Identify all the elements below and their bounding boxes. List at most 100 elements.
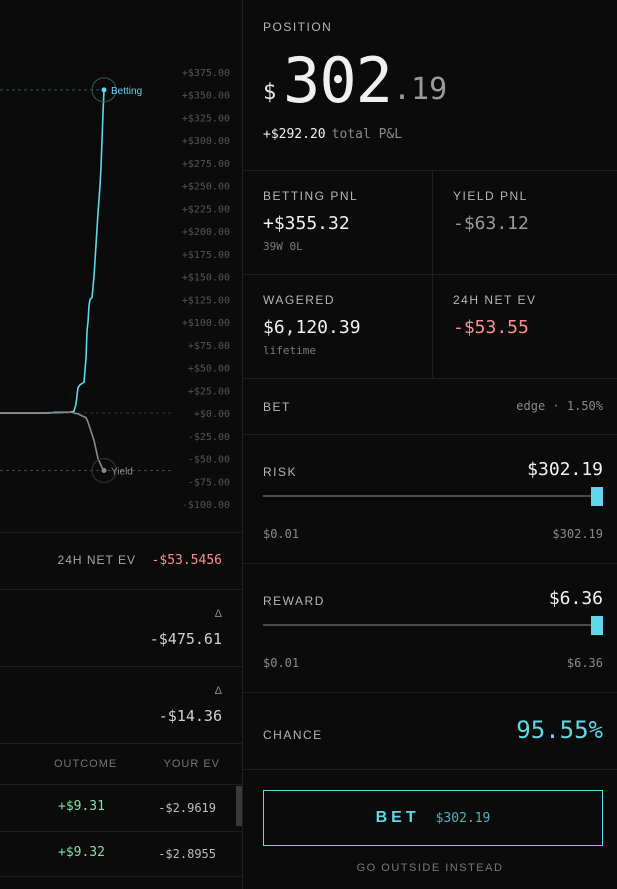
separator [0,784,242,785]
yield-pnl-value: -$63.12 [453,213,529,234]
reward-slider-fill [263,624,603,626]
row-ev: -$2.8955 [158,847,216,861]
table-row[interactable]: +$9.31 -$2.9619 [0,785,242,831]
delta-icon: Δ [214,685,222,697]
separator [243,769,617,770]
reward-min: $0.01 [263,656,300,670]
y-tick-label: +$125.00 [182,295,230,306]
risk-label: RISK [263,465,298,479]
separator [0,589,242,590]
betting-series-line [0,89,105,414]
y-tick-label: -$50.00 [188,455,230,466]
y-tick-label: +$150.00 [182,273,230,284]
bet-label: BET [263,400,291,414]
y-tick-label: +$300.00 [182,136,230,147]
risk-slider-handle[interactable] [591,487,603,506]
bet-button-label: BET [375,809,420,826]
separator [432,171,433,378]
table-scrollbar[interactable] [236,786,242,826]
pnl-chart: +$375.00 +$350.00 +$325.00 +$300.00 +$275.00… [0,68,230,511]
separator [0,666,242,667]
reward-label: REWARD [263,594,325,608]
reward-slider[interactable] [263,624,603,626]
separator [243,274,617,275]
yield-end-ring [91,457,117,483]
betting-end-ring [91,77,117,103]
column-your-ev: YOUR EV [163,758,220,770]
wagered-cell: WAGERED $6,120.39 lifetime [263,293,361,357]
position-label: POSITION [263,20,333,34]
betting-pnl-label: BETTING PNL [263,189,359,203]
y-tick-label: +$25.00 [188,386,230,397]
total-pnl: +$292.20 total P&L [263,127,402,142]
right-panel: POSITION $ 302 .19 +$292.20 total P&L BET… [243,0,617,889]
separator [0,532,242,533]
net-ev-cell: 24H NET EV -$53.55 [453,293,536,338]
row-outcome: +$9.32 [58,845,105,860]
reward-slider-handle[interactable] [591,616,603,635]
risk-max: $302.19 [552,527,603,541]
risk-slider[interactable] [263,495,603,497]
go-outside-link[interactable]: GO OUTSIDE INSTEAD [356,862,504,874]
net-ev-label: 24H NET EV [57,553,136,567]
bet-button[interactable]: BET $302.19 [263,790,603,846]
reward-value: $6.36 [548,588,603,609]
net-ev-label: 24H NET EV [453,293,537,307]
column-outcome: OUTCOME [54,758,118,770]
chance-label: CHANCE [263,728,323,742]
yield-pnl-cell: YIELD PNL -$63.12 [453,189,529,234]
risk-value: $302.19 [527,459,603,480]
edge-value: edge · 1.50% [516,399,603,413]
y-tick-label: -$25.00 [188,432,230,443]
y-tick-label: +$0.00 [194,409,230,420]
wagered-sub: lifetime [263,344,316,357]
separator [243,434,617,435]
risk-min: $0.01 [263,527,300,541]
delta-box-1: Δ -$475.61 [0,590,242,666]
panel-divider [242,0,243,889]
yield-series-label: Yield [111,466,133,477]
table-header: OUTCOME YOUR EV [0,744,242,784]
betting-pnl-cell: BETTING PNL +$355.32 39W 0L [263,189,358,253]
position-currency: $ [263,80,277,105]
separator [243,378,617,379]
betting-end-point [101,87,107,93]
separator [0,831,242,832]
separator [0,876,242,877]
yield-series-line [0,411,105,471]
risk-block: RISK $302.19 $0.01 $302.19 [243,435,617,563]
row-ev: -$2.9619 [158,801,216,815]
table-row[interactable]: +$9.32 -$2.8955 [0,831,242,877]
y-tick-label: +$225.00 [182,204,230,215]
betting-pnl-record: 39W 0L [263,240,303,253]
wagered-label: WAGERED [263,293,336,307]
separator [243,170,617,171]
betting-pnl-value: +$355.32 [263,213,350,234]
y-tick-label: +$250.00 [182,182,230,193]
y-tick-label: +$175.00 [182,250,230,261]
delta-value-2: -$14.36 [158,707,222,725]
yield-pnl-label: YIELD PNL [453,189,528,203]
net-ev-row: 24H NET EV -$53.5456 [0,533,242,589]
separator [243,563,617,564]
total-pnl-label: total P&L [331,127,403,142]
bet-button-amount: $302.19 [435,810,491,826]
y-tick-label: +$375.00 [182,68,230,79]
total-pnl-value: +$292.20 [263,127,326,142]
delta-icon: Δ [214,608,222,620]
reward-block: REWARD $6.36 $0.01 $6.36 [243,564,617,692]
y-tick-label: -$100.00 [182,500,230,511]
delta-value-1: -$475.61 [149,630,222,648]
separator [0,743,242,744]
position-integer: 302 [283,44,393,117]
reward-max: $6.36 [566,656,603,670]
position-decimal: .19 [393,72,448,107]
y-tick-label: +$350.00 [182,91,230,102]
net-ev-value: -$53.55 [453,317,529,338]
wagered-value: $6,120.39 [263,317,361,338]
delta-box-2: Δ -$14.36 [0,667,242,743]
separator [243,692,617,693]
y-tick-label: +$200.00 [182,227,230,238]
yield-end-point [101,467,107,473]
y-tick-label: +$275.00 [182,159,230,170]
